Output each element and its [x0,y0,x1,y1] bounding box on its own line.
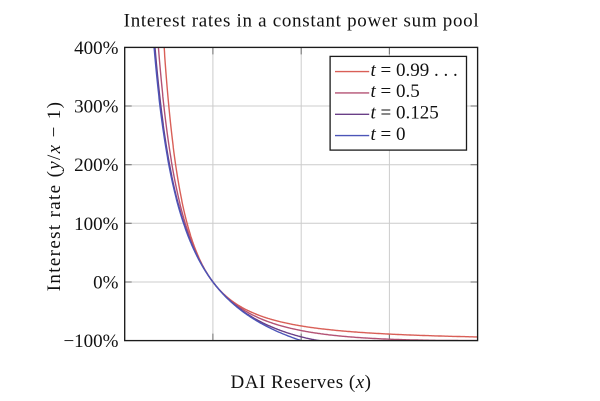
svg-text:300%: 300% [74,97,119,118]
svg-text:200%: 200% [74,155,119,176]
svg-text:DAI Reserves (x): DAI Reserves (x) [231,372,372,393]
svg-text:Interest rates in a constant p: Interest rates in a constant power sum p… [124,10,480,31]
svg-text:t = 0.5: t = 0.5 [371,81,420,102]
svg-text:t = 0.125: t = 0.125 [371,103,439,124]
svg-text:Interest rate (y/x − 1): Interest rate (y/x − 1) [44,101,65,292]
svg-text:−100%: −100% [63,331,118,352]
svg-text:400%: 400% [74,38,119,59]
svg-text:t = 0.99 . . .: t = 0.99 . . . [371,60,458,81]
svg-text:t = 0: t = 0 [371,124,406,145]
svg-text:100%: 100% [74,214,119,235]
svg-text:0%: 0% [93,273,119,294]
